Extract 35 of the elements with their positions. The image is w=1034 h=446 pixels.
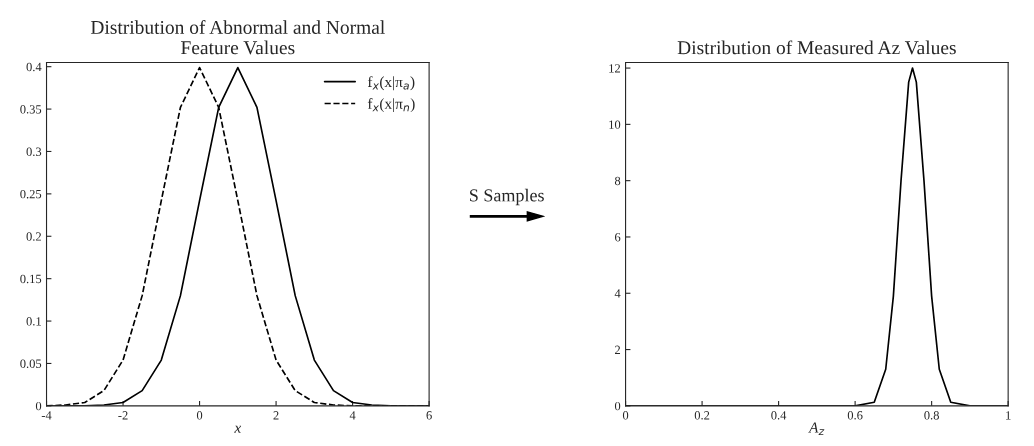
chart-title: Distribution of Abnormal and Normal Feature Values: [90, 20, 385, 55]
y-tick-label: 10: [609, 120, 621, 129]
chart-title: Distribution of Measured Az Values: [677, 40, 956, 55]
x-tick-label: -4: [41, 411, 52, 420]
y-tick-label: 0.25: [20, 189, 42, 199]
legend-label: f$_{x}$(x|π$_{a}$): [367, 76, 415, 91]
y-tick-label: 0.1: [26, 317, 41, 326]
x-tick-label: 6: [426, 411, 432, 420]
x-tick-label: 0.2: [694, 411, 710, 420]
y-tick-label: 0: [35, 401, 42, 411]
x-tick-label: 0: [622, 411, 629, 420]
y-tick-label: 0.3: [26, 147, 42, 156]
y-tick-label: 6: [615, 233, 621, 242]
x-tick-label: 0.6: [847, 411, 863, 420]
y-tick-label: 4: [614, 289, 621, 298]
y-tick-label: 0.35: [20, 105, 42, 114]
y-tick-label: 8: [614, 176, 621, 186]
y-tick-label: 0.4: [26, 62, 42, 72]
text: S Samples: [470, 188, 544, 206]
x-axis-title: x: [234, 425, 242, 433]
x-axis-title: A$_{z}$: [808, 422, 825, 436]
y-tick-label: 2: [615, 345, 621, 354]
x-tick-label: 1: [1006, 411, 1011, 420]
x-tick-label: 4: [349, 411, 356, 420]
y-tick-label: 12: [609, 64, 621, 73]
x-tick-label: 0.4: [771, 411, 787, 420]
legend-label: f$_{x}$(x|π$_{n}$): [367, 98, 415, 113]
y-tick-label: 0.15: [20, 274, 42, 284]
x-tick-label: 0.8: [924, 411, 939, 420]
x-tick-label: 0: [196, 411, 203, 420]
x-tick-label: -2: [118, 411, 128, 420]
y-tick-label: 0.2: [26, 232, 41, 241]
y-tick-label: 0: [614, 401, 621, 411]
x-tick-label: 2: [273, 411, 279, 420]
y-tick-label: 0.05: [20, 359, 42, 368]
